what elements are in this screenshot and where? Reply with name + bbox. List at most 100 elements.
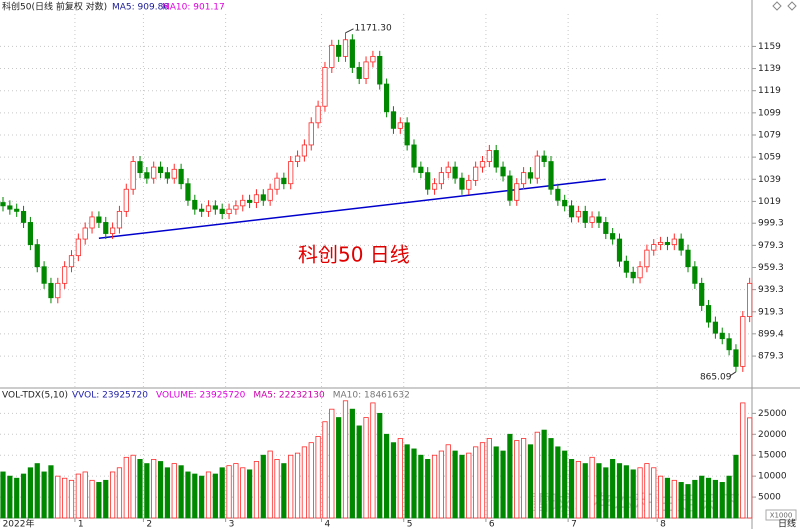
candle-body	[294, 155, 301, 162]
y-tick-label: 15000	[758, 451, 787, 461]
volume-bar	[397, 438, 403, 519]
candle-body	[226, 208, 232, 214]
volume-bar	[582, 463, 588, 519]
volume-bar	[466, 452, 472, 519]
volume-bar	[20, 473, 27, 519]
annotation: 科创50 日线	[298, 243, 410, 267]
candle-body	[199, 208, 205, 212]
x-tick-label: 1	[78, 520, 84, 529]
candle-body	[705, 305, 712, 323]
candle-body	[205, 205, 212, 212]
volume-bar	[459, 454, 465, 519]
candle-body	[473, 166, 479, 181]
candle-body	[390, 111, 397, 129]
candle-body	[151, 166, 157, 179]
candle-body	[370, 55, 376, 63]
candle-body	[315, 105, 321, 124]
candle-body	[527, 172, 534, 179]
trend-line	[98, 178, 606, 240]
volume-bar	[48, 465, 54, 519]
candle-body	[356, 67, 362, 79]
candle-body	[425, 172, 431, 190]
volume-bar	[301, 446, 308, 519]
candle-body	[267, 188, 273, 201]
volume-bar	[226, 465, 232, 519]
volume-bar	[288, 454, 294, 519]
candle-body	[411, 144, 417, 168]
volume-bar	[377, 412, 383, 519]
volume-bar	[603, 467, 609, 519]
candle-body	[157, 166, 164, 174]
volume-bar	[7, 475, 13, 519]
volume-bar	[418, 454, 424, 519]
volume-bar	[719, 482, 725, 519]
candle-body	[726, 338, 732, 351]
candle-body	[7, 205, 13, 210]
candle-body	[14, 208, 20, 212]
volume-bar	[486, 438, 492, 519]
volume-bar	[623, 465, 629, 519]
candle-body	[452, 166, 458, 179]
volume-bar	[431, 454, 438, 519]
volume-bar	[308, 442, 314, 519]
candle-body	[445, 166, 451, 174]
volume-bar	[575, 461, 582, 519]
candle-body	[96, 216, 102, 223]
y-tick-label: 999.3	[758, 219, 784, 229]
candle-body	[185, 183, 191, 201]
volume-bar	[130, 454, 136, 519]
y-tick-label: 1059	[758, 153, 781, 163]
candle-body	[240, 199, 246, 207]
volume-bar	[507, 433, 513, 519]
candle-body	[288, 161, 294, 185]
volume-bar	[41, 471, 47, 519]
ma5-label: MA5: 909.86	[112, 3, 169, 13]
x-tick-label: 3	[229, 520, 235, 529]
volume-bar	[55, 475, 61, 519]
volume-bar	[548, 438, 554, 519]
volume-bar	[281, 463, 287, 519]
volume-bar	[616, 463, 623, 519]
y-tick-label: 979.3	[758, 241, 784, 251]
volume-bar	[685, 484, 691, 519]
candle-body	[123, 188, 129, 212]
candle-body	[459, 177, 465, 190]
volume-bar	[267, 450, 273, 519]
icon[interactable]	[772, 1, 782, 11]
candle-body	[82, 227, 88, 240]
volume-bar	[336, 417, 342, 519]
candle-body	[500, 166, 506, 177]
volume-bar	[500, 450, 506, 519]
volume-bar	[274, 459, 280, 519]
volume-bar	[68, 479, 75, 519]
volume-bar	[110, 471, 116, 519]
candle-body	[20, 210, 27, 223]
x-tick-label: 2022年	[3, 518, 35, 529]
candle-body	[610, 233, 616, 240]
label-pointer	[345, 28, 354, 34]
candle-body	[603, 222, 609, 234]
volume-bar	[246, 469, 253, 519]
candle-body	[671, 238, 677, 245]
candle-body	[178, 168, 184, 185]
candle-body	[651, 244, 657, 251]
candle-body	[740, 316, 746, 367]
x-tick-label: 6	[489, 520, 495, 529]
volume-bar	[438, 450, 445, 519]
x-tick-label: 5	[407, 520, 413, 529]
candle-body	[493, 150, 499, 168]
volume-bar	[383, 433, 390, 519]
volume-bar	[411, 448, 417, 519]
volume-bar	[253, 461, 260, 519]
icon[interactable]	[787, 1, 797, 11]
volume-bar	[493, 446, 499, 519]
volume-bar	[0, 471, 6, 519]
volume-title: VOL-TDX(5,10)	[2, 391, 68, 401]
candle-body	[116, 210, 123, 229]
volume-bar	[555, 446, 561, 519]
candle-body	[466, 179, 472, 190]
volume-bar	[568, 459, 575, 519]
candle-body	[555, 188, 561, 201]
volume-bar	[445, 444, 451, 519]
